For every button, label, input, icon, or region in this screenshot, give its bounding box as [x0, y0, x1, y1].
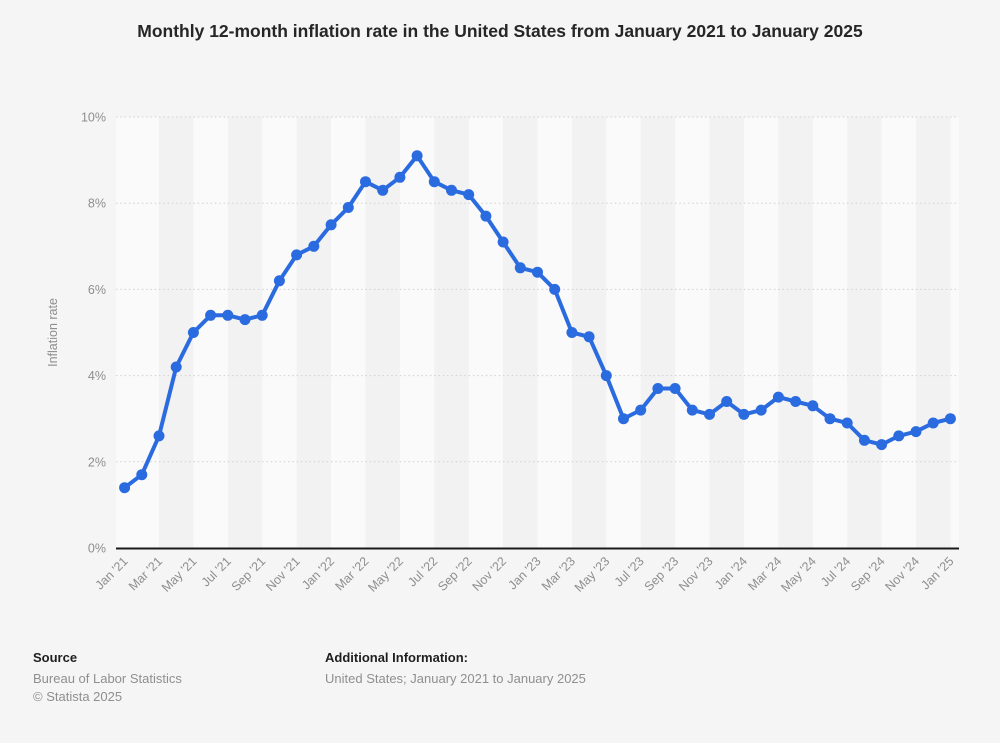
data-point-marker[interactable] — [480, 210, 492, 222]
data-point-marker[interactable] — [600, 370, 612, 382]
data-point-marker[interactable] — [514, 262, 526, 274]
y-axis-title: Inflation rate — [46, 298, 60, 367]
x-tick-label: Jan '21 — [93, 554, 131, 592]
data-point-marker[interactable] — [153, 430, 165, 442]
y-tick-label: 8% — [88, 197, 106, 211]
x-tick-label: Mar '22 — [332, 554, 371, 593]
y-tick-label: 6% — [88, 283, 106, 297]
data-point-marker[interactable] — [170, 361, 182, 373]
data-point-marker[interactable] — [755, 404, 767, 416]
data-point-marker[interactable] — [910, 426, 922, 438]
source-label: Source — [33, 650, 78, 665]
x-tick-label: Nov '23 — [676, 554, 716, 594]
data-point-marker[interactable] — [394, 171, 406, 183]
x-tick-label: Sep '22 — [435, 554, 475, 594]
y-tick-label: 4% — [88, 369, 106, 383]
additional-info-label: Additional Information: — [325, 650, 468, 665]
data-point-marker[interactable] — [187, 327, 199, 338]
data-point-marker[interactable] — [497, 236, 509, 248]
source-block: Source Bureau of Labor Statistics © Stat… — [33, 650, 182, 705]
x-tick-label: May '23 — [572, 554, 613, 595]
x-tick-label: Mar '23 — [539, 554, 578, 593]
x-tick-label: Sep '23 — [642, 554, 682, 594]
data-point-marker[interactable] — [772, 391, 784, 403]
alternating-band — [503, 117, 538, 548]
x-tick-label: Nov '22 — [470, 554, 510, 594]
x-tick-label: Mar '21 — [126, 554, 165, 593]
alternating-band — [227, 117, 263, 548]
alternating-band — [847, 117, 882, 548]
data-point-marker[interactable] — [222, 309, 234, 321]
alternating-band — [296, 117, 332, 548]
data-point-marker[interactable] — [360, 176, 371, 188]
y-tick-label: 0% — [88, 542, 106, 556]
data-point-marker[interactable] — [532, 266, 543, 278]
alternating-band — [709, 117, 744, 548]
data-point-marker[interactable] — [704, 408, 715, 420]
data-point-marker[interactable] — [858, 434, 870, 446]
data-point-marker[interactable] — [635, 404, 647, 416]
data-point-marker[interactable] — [686, 404, 698, 416]
alternating-band — [640, 117, 676, 548]
data-point-marker[interactable] — [669, 383, 681, 394]
data-point-marker[interactable] — [205, 309, 217, 321]
data-point-marker[interactable] — [411, 150, 423, 162]
source-name: Bureau of Labor Statistics — [33, 671, 182, 686]
additional-info-block: Additional Information: United States; J… — [325, 650, 586, 688]
additional-info-text: United States; January 2021 to January 2… — [325, 671, 586, 686]
data-point-marker[interactable] — [256, 309, 268, 321]
data-point-marker[interactable] — [618, 413, 629, 425]
data-point-marker[interactable] — [136, 469, 148, 481]
x-tick-label: Sep '21 — [229, 554, 269, 594]
x-tick-label: Sep '24 — [848, 554, 888, 594]
data-point-marker[interactable] — [239, 314, 251, 326]
x-tick-label: Jan '25 — [918, 554, 956, 592]
alternating-band — [159, 117, 194, 548]
y-tick-label: 10% — [81, 111, 106, 125]
data-point-marker[interactable] — [308, 240, 320, 252]
x-tick-label: Jan '23 — [505, 554, 543, 592]
data-point-marker[interactable] — [927, 417, 939, 429]
data-point-marker[interactable] — [119, 482, 131, 494]
data-point-marker[interactable] — [428, 176, 440, 188]
chart-title-text: Monthly 12-month inflation rate in the U… — [137, 21, 863, 41]
x-tick-label: May '24 — [778, 554, 819, 595]
data-point-marker[interactable] — [790, 396, 802, 407]
data-point-marker[interactable] — [893, 430, 905, 442]
data-point-marker[interactable] — [841, 417, 853, 429]
data-point-marker[interactable] — [876, 439, 888, 451]
data-point-marker[interactable] — [824, 413, 836, 425]
x-tick-label: May '22 — [365, 554, 406, 595]
data-point-marker[interactable] — [583, 331, 595, 343]
copyright-notice: © Statista 2025 — [33, 688, 123, 704]
data-point-marker[interactable] — [721, 396, 733, 407]
alternating-band — [778, 117, 813, 548]
data-point-marker[interactable] — [807, 400, 819, 412]
data-point-marker[interactable] — [549, 283, 561, 295]
x-tick-label: Jan '22 — [299, 554, 337, 592]
data-point-marker[interactable] — [652, 383, 664, 394]
data-point-marker[interactable] — [566, 327, 578, 338]
y-tick-label: 2% — [88, 455, 106, 469]
data-point-marker[interactable] — [463, 189, 475, 201]
data-point-marker[interactable] — [342, 202, 354, 213]
x-tick-label: Nov '21 — [263, 554, 303, 594]
data-point-marker[interactable] — [738, 408, 750, 420]
data-point-marker[interactable] — [377, 184, 389, 196]
page-title: Monthly 12-month inflation rate in the U… — [0, 16, 1000, 47]
x-tick-label: Nov '24 — [883, 554, 923, 594]
data-point-marker[interactable] — [273, 275, 285, 287]
data-point-marker[interactable] — [325, 219, 337, 231]
x-tick-label: May '21 — [159, 554, 200, 595]
data-point-marker[interactable] — [944, 413, 956, 425]
x-tick-label: Jan '24 — [712, 554, 750, 592]
alternating-band — [915, 117, 951, 548]
data-point-marker[interactable] — [446, 184, 457, 196]
data-point-marker[interactable] — [291, 249, 303, 261]
x-tick-label: Mar '24 — [745, 554, 784, 593]
